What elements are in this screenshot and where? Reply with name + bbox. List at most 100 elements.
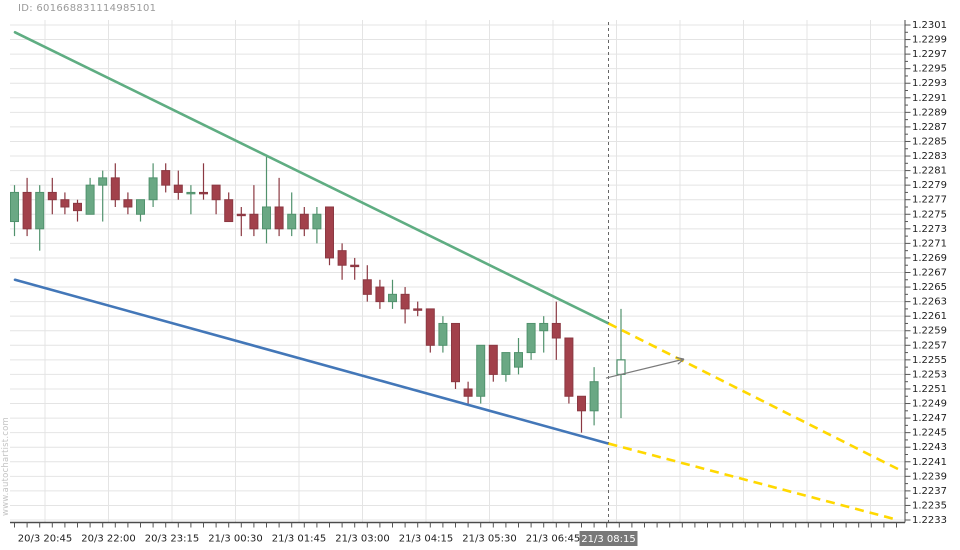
candle — [539, 316, 549, 353]
candle — [476, 344, 486, 404]
candle — [186, 185, 196, 215]
candle — [488, 344, 498, 382]
candle — [425, 308, 435, 353]
y-axis-label: 1.2295 — [912, 64, 947, 75]
x-axis-label: 21/3 03:00 — [335, 534, 389, 545]
x-axis-label: 21/3 01:45 — [272, 534, 326, 545]
candle — [211, 184, 221, 215]
candle — [173, 170, 183, 200]
candle — [274, 177, 284, 237]
candle — [47, 177, 57, 215]
forecast-lower — [608, 442, 899, 522]
candle — [400, 287, 410, 324]
y-axis-label: 1.2275 — [912, 209, 947, 220]
candle — [501, 352, 511, 382]
candle — [287, 192, 297, 237]
y-axis-label: 1.2243 — [912, 442, 947, 453]
upper-support-line — [13, 30, 610, 325]
pattern-id-label: ID: 601668831114985101 — [18, 3, 157, 14]
y-axis-label: 1.2269 — [912, 253, 947, 264]
y-axis-label: 1.2267 — [912, 268, 947, 279]
y-axis-label: 1.2289 — [912, 107, 947, 118]
candle — [249, 185, 259, 237]
x-axis-label-highlighted: 21/3 08:15 — [579, 531, 638, 546]
candle — [299, 206, 309, 237]
candle — [350, 257, 360, 280]
x-axis-label: 21/3 06:45 — [526, 534, 580, 545]
y-axis-label: 1.2271 — [912, 238, 947, 249]
y-axis-label: 1.2239 — [912, 471, 947, 482]
lower-support-line — [13, 278, 610, 445]
x-axis-label: 20/3 23:15 — [145, 534, 199, 545]
x-axis: 20/3 20:45 20/3 22:00 20/3 23:15 21/3 00:30… — [10, 521, 905, 545]
annotation-arrow — [605, 356, 685, 379]
y-axis-label: 1.2257 — [912, 340, 947, 351]
candle — [85, 177, 95, 215]
forecast-upper — [607, 322, 899, 471]
y-axis-label: 1.2281 — [912, 166, 947, 177]
x-axis-label: 21/3 05:30 — [462, 534, 516, 545]
y-axis-label: 1.2251 — [912, 384, 947, 395]
candle — [199, 163, 208, 200]
candle — [22, 177, 32, 237]
forming-candle — [616, 308, 626, 419]
y-axis-label: 1.2241 — [912, 457, 947, 468]
candle — [526, 322, 536, 360]
candle — [362, 265, 372, 302]
y-axis-label: 1.2235 — [912, 500, 947, 511]
candle — [236, 206, 246, 237]
y-axis-label: 1.2259 — [912, 326, 947, 337]
svg-text:21/3 08:15: 21/3 08:15 — [581, 534, 635, 545]
y-axis-label: 1.2247 — [912, 413, 947, 424]
y-axis-label: 1.2245 — [912, 428, 947, 439]
candle — [413, 301, 423, 317]
x-axis-label: 20/3 22:00 — [81, 534, 135, 545]
y-axis-label: 1.2233 — [912, 515, 947, 526]
x-axis-label: 20/3 20:45 — [18, 534, 72, 545]
candle — [312, 206, 322, 244]
candle — [148, 163, 158, 207]
candle — [514, 338, 523, 375]
candle — [551, 301, 561, 360]
y-axis-label: 1.2273 — [912, 224, 947, 235]
candle — [438, 316, 448, 353]
candle — [564, 337, 574, 404]
candle — [161, 163, 171, 193]
candle — [10, 185, 19, 237]
candle — [463, 381, 473, 404]
candle — [123, 192, 133, 215]
candle — [110, 163, 120, 207]
y-axis-label: 1.2299 — [912, 35, 947, 46]
candle — [35, 185, 45, 251]
y-axis-label: 1.2285 — [912, 136, 947, 147]
y-axis-label: 1.2297 — [912, 49, 947, 60]
y-axis-label: 1.2277 — [912, 195, 947, 206]
candle — [337, 243, 347, 280]
y-axis-label: 1.2283 — [912, 151, 947, 162]
candles-group — [10, 156, 599, 433]
y-axis-label: 1.2255 — [912, 355, 947, 366]
y-axis-label: 1.2279 — [912, 180, 947, 191]
candle — [375, 279, 385, 309]
y-axis-label: 1.2249 — [912, 399, 947, 410]
y-axis-label: 1.2287 — [912, 122, 947, 133]
y-axis-label: 1.2263 — [912, 297, 947, 308]
x-axis-label: 21/3 00:30 — [208, 534, 262, 545]
candle — [325, 206, 334, 266]
candle — [262, 156, 271, 244]
y-axis-label: 1.2301 — [912, 20, 947, 31]
y-axis-label: 1.2291 — [912, 93, 947, 104]
candle — [60, 192, 70, 215]
candle — [451, 322, 460, 389]
candle — [589, 367, 599, 426]
y-axis-label: 1.2261 — [912, 311, 947, 322]
y-axis-label: 1.2293 — [912, 78, 947, 89]
candle — [388, 279, 397, 309]
y-axis: 1.2301 1.2299 1.2297 1.2295 1.2293 1.2291 1.22… — [904, 20, 947, 526]
y-axis-label: 1.2253 — [912, 369, 947, 380]
candle — [98, 170, 108, 222]
candle — [73, 199, 82, 222]
candle — [136, 199, 145, 222]
